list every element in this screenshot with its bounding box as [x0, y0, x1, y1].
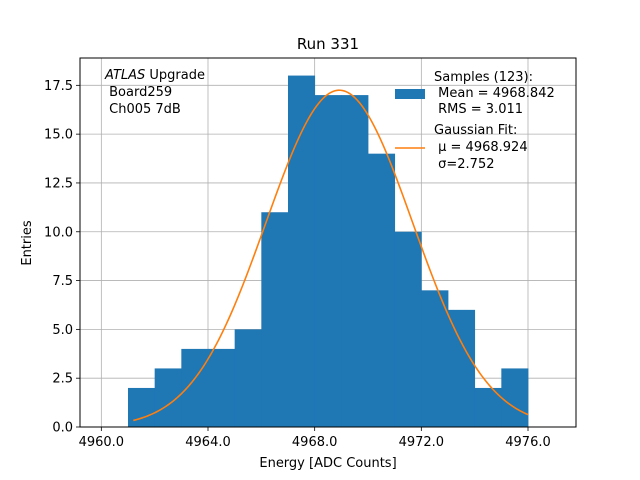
annotation-line-1: ATLAS Upgrade: [104, 68, 205, 83]
x-tick-label: 4968.0: [292, 435, 338, 450]
legend-histogram-swatch: [395, 89, 425, 99]
y-tick-label: 2.5: [52, 372, 73, 387]
annotation-upgrade: Upgrade: [145, 68, 205, 83]
gaussian-fit-curve: [133, 89, 529, 422]
y-tick-label: 12.5: [44, 176, 73, 191]
histogram-bar: [234, 329, 262, 427]
chart-title: Run 331: [297, 35, 359, 53]
y-tick-label: 5.0: [52, 323, 73, 338]
histogram-bar: [501, 368, 529, 427]
legend-fit-sigma: σ=2.752: [434, 157, 494, 172]
legend-histogram-label: Samples (123):: [434, 70, 533, 85]
x-axis-ticks: 4960.0 4964.0 4968.0 4972.0 4976.0: [79, 427, 551, 450]
x-tick-label: 4964.0: [185, 435, 231, 450]
legend-fit-label: Gaussian Fit:: [434, 123, 517, 138]
x-tick-label: 4960.0: [79, 435, 125, 450]
fit-curve-line: [133, 89, 529, 422]
y-tick-label: 0.0: [52, 421, 73, 436]
histogram-bar: [314, 95, 342, 427]
y-tick-label: 10.0: [44, 225, 73, 240]
legend-histogram-rms: RMS = 3.011: [434, 102, 523, 117]
histogram-bar: [208, 348, 236, 427]
legend: Samples (123): Mean = 4968.842 RMS = 3.0…: [395, 70, 555, 172]
y-tick-label: 7.5: [52, 274, 73, 289]
histogram-bar: [448, 309, 476, 427]
x-axis-label: Energy [ADC Counts]: [259, 456, 396, 471]
y-axis-ticks: 0.0 2.5 5.0 7.5 10.0 12.5 15.0 17.5: [44, 79, 80, 436]
histogram-bar: [341, 95, 369, 427]
histogram-bar: [421, 290, 449, 427]
histogram-bar: [394, 231, 422, 427]
plot-frame: [79, 57, 577, 428]
annotation-atlas: ATLAS: [104, 68, 145, 83]
y-tick-label: 15.0: [44, 128, 73, 143]
x-tick-label: 4976.0: [505, 435, 551, 450]
legend-fit-mu: μ = 4968.924: [434, 140, 528, 155]
annotation-line-2: Board259: [105, 85, 172, 100]
y-axis-label: Entries: [20, 220, 35, 266]
histogram-bar: [181, 348, 209, 427]
legend-histogram-mean: Mean = 4968.842: [434, 86, 555, 101]
histogram-bar: [368, 153, 396, 427]
x-tick-label: 4972.0: [399, 435, 445, 450]
atlas-annotation: ATLAS Upgrade Board259 Ch005 7dB: [104, 68, 205, 117]
y-tick-label: 17.5: [44, 79, 73, 94]
histogram-bar: [288, 75, 316, 428]
histogram-bars: [128, 75, 529, 428]
annotation-line-3: Ch005 7dB: [105, 102, 181, 117]
histogram-bar: [128, 387, 156, 427]
histogram-bar: [261, 212, 289, 427]
